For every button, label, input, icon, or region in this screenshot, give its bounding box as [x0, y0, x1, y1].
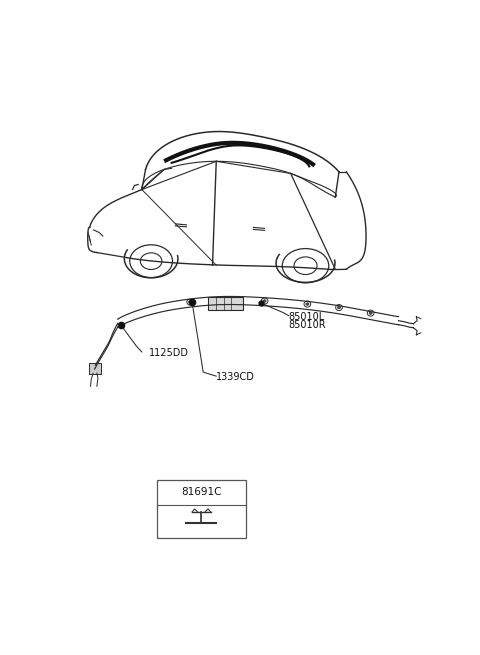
- Text: 81691C: 81691C: [181, 487, 222, 497]
- Ellipse shape: [263, 300, 266, 302]
- Ellipse shape: [337, 307, 340, 309]
- Bar: [156, 479, 246, 538]
- Text: 85010L: 85010L: [289, 312, 325, 322]
- Text: 1339CD: 1339CD: [216, 372, 255, 382]
- Ellipse shape: [189, 301, 192, 303]
- Text: 1125DD: 1125DD: [149, 348, 189, 358]
- Ellipse shape: [306, 303, 309, 305]
- Text: 85010R: 85010R: [289, 320, 326, 329]
- FancyBboxPatch shape: [208, 297, 243, 310]
- FancyBboxPatch shape: [89, 363, 101, 374]
- Ellipse shape: [369, 312, 372, 314]
